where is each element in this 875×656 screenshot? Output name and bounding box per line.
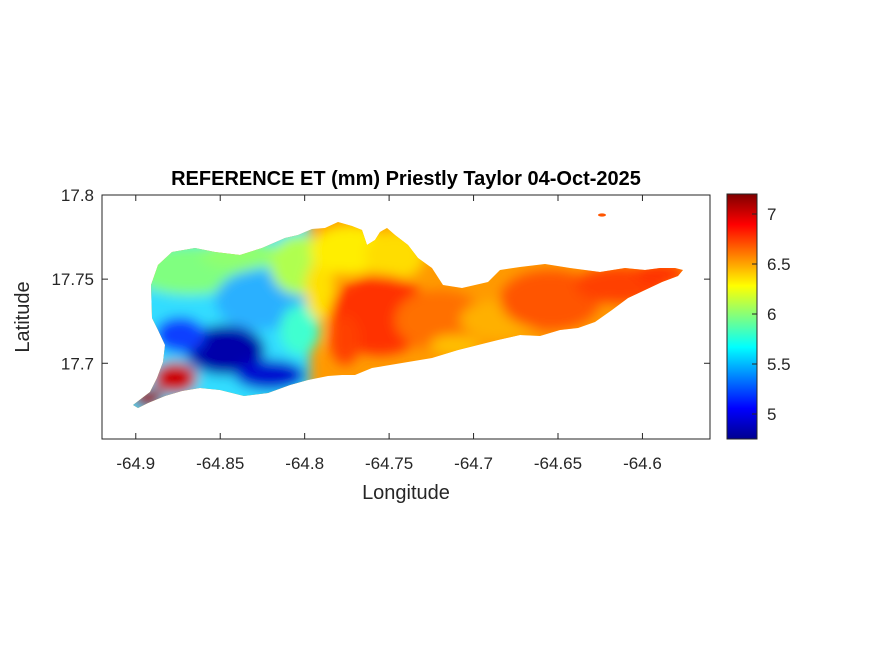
colorbar-gradient — [726, 193, 758, 440]
x-tick-label: -64.6 — [623, 454, 662, 473]
colorbar: 5 5.5 6 6.5 7 — [726, 193, 791, 440]
x-tick-label: -64.85 — [196, 454, 244, 473]
x-tick-label: -64.9 — [116, 454, 155, 473]
x-tick-label: -64.65 — [534, 454, 582, 473]
x-axis-ticks: -64.9 -64.85 -64.8 -64.75 -64.7 -64.65 -64.6 — [116, 195, 662, 473]
colorbar-tick-label: 5.5 — [767, 355, 791, 374]
x-axis-label: Longitude — [362, 482, 450, 504]
plot-area: -64.9 -64.85 -64.8 -64.75 -64.7 -64.65 -64.6 1… — [51, 186, 711, 473]
colorbar-tick-label: 6 — [767, 305, 776, 324]
offshore-cay — [598, 213, 606, 217]
y-tick-label: 17.75 — [51, 270, 94, 289]
colorbar-ticks: 5 5.5 6 6.5 7 — [752, 205, 791, 424]
x-tick-label: -64.7 — [454, 454, 493, 473]
y-axis-ticks: 17.7 17.75 17.8 — [51, 186, 710, 373]
chart-title: REFERENCE ET (mm) Priestly Taylor 04-Oct… — [171, 168, 641, 190]
y-tick-label: 17.8 — [61, 186, 94, 205]
x-tick-label: -64.75 — [365, 454, 413, 473]
colorbar-tick-label: 5 — [767, 405, 776, 424]
colorbar-tick-label: 7 — [767, 205, 776, 224]
y-axis-label: Latitude — [12, 281, 34, 352]
x-tick-label: -64.8 — [285, 454, 324, 473]
colorbar-tick-label: 6.5 — [767, 255, 791, 274]
y-tick-label: 17.7 — [61, 354, 94, 373]
